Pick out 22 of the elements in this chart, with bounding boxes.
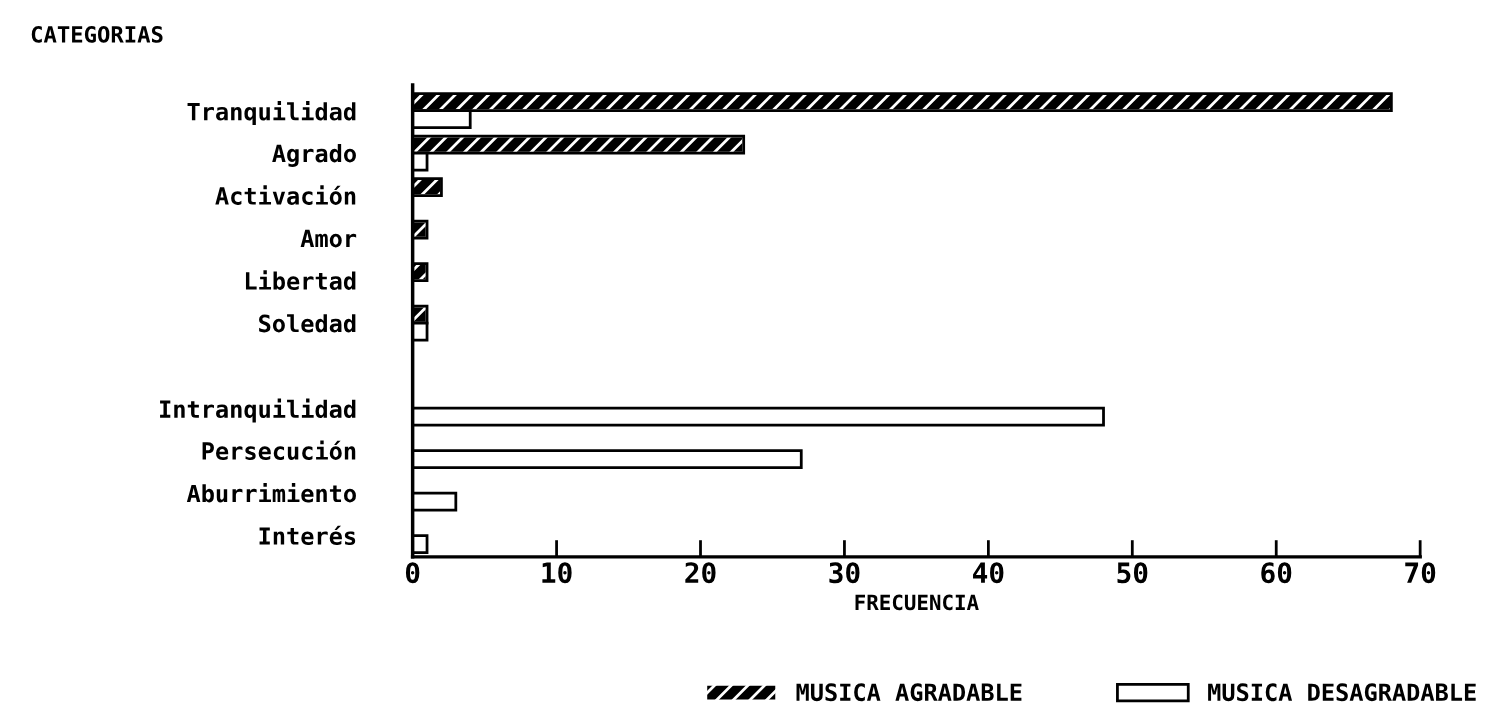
- y-tick-label: Agrado: [272, 144, 356, 167]
- x-axis-title: FRECUENCIA: [855, 594, 979, 611]
- x-tick-label: 50: [1117, 562, 1148, 584]
- y-tick-label: Amor: [300, 229, 357, 248]
- x-tick-label: 40: [973, 562, 1004, 584]
- y-tick-label: Soledad: [259, 314, 356, 333]
- x-tick-label: 60: [1261, 562, 1292, 584]
- legend-label: MUSICA DESAGRADABLE: [1208, 683, 1476, 702]
- x-tick-label: 70: [1405, 562, 1436, 584]
- x-tick-label: 20: [685, 562, 716, 584]
- x-tick-label: 10: [542, 562, 572, 584]
- y-tick-label: Interés: [259, 525, 356, 545]
- x-tick-label: 30: [829, 562, 860, 584]
- y-tick-label: Persecución: [202, 440, 356, 460]
- text: MUSICA AGRADABLE: [796, 683, 1022, 702]
- y-tick-label: Activación: [215, 185, 356, 205]
- y-tick-label: Tranquilidad: [187, 100, 356, 126]
- x-tick-label: 0: [405, 562, 420, 584]
- y-tick-label: Intranquilidad: [160, 398, 356, 423]
- y-tick-label: Aburrimiento: [186, 482, 356, 503]
- y-tick-label: Libertad: [245, 270, 356, 290]
- y-axis-title: CATEGORIAS: [31, 25, 163, 43]
